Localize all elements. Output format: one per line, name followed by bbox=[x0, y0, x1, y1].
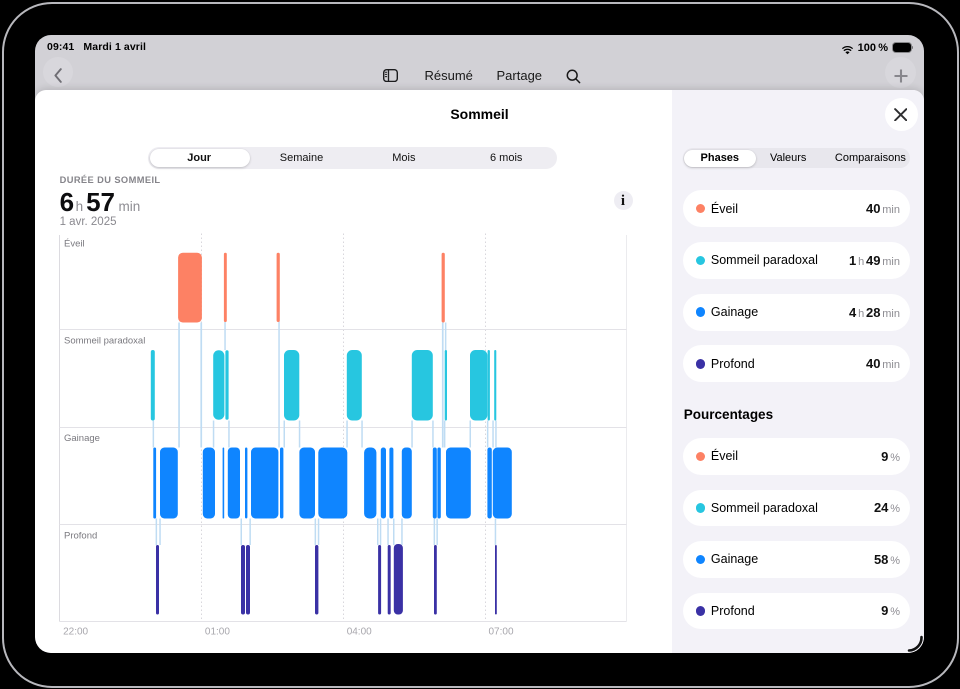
svg-text:Profond: Profond bbox=[64, 531, 97, 542]
svg-text:Sommeil paradoxal: Sommeil paradoxal bbox=[64, 336, 145, 347]
svg-text:04:00: 04:00 bbox=[347, 627, 372, 638]
svg-text:07:00: 07:00 bbox=[489, 627, 514, 638]
svg-text:Gainage: Gainage bbox=[64, 433, 100, 444]
svg-text:01:00: 01:00 bbox=[205, 627, 230, 638]
svg-text:Éveil: Éveil bbox=[64, 239, 85, 250]
svg-text:22:00: 22:00 bbox=[63, 627, 88, 638]
